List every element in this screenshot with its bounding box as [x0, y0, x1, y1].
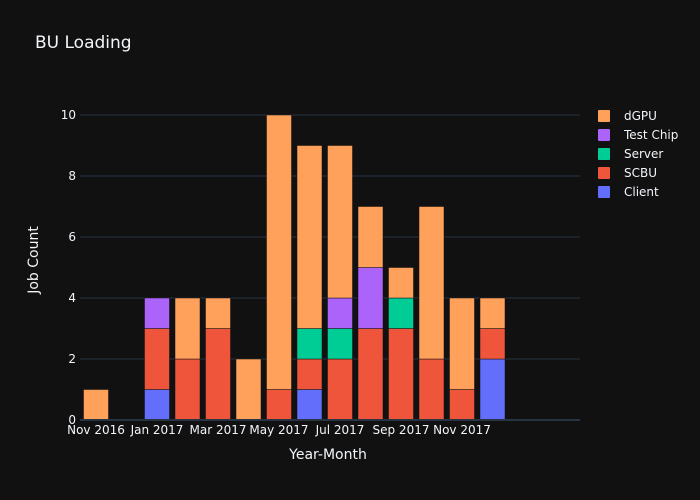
bar-segment [205, 328, 231, 421]
legend-label: dGPU [624, 108, 657, 123]
bar-segment [296, 389, 323, 421]
bar-segment [357, 206, 384, 268]
y-axis-title: Job Count [26, 226, 42, 294]
legend-item[interactable]: dGPU [598, 106, 678, 125]
x-tick-label: Sep 2017 [373, 423, 430, 437]
bar-segment [418, 358, 445, 421]
bar-segment [235, 358, 262, 421]
y-tick-label: 8 [68, 169, 76, 183]
bar-segment [296, 328, 323, 360]
bar-segment [479, 358, 506, 421]
legend-label: SCBU [624, 165, 658, 180]
legend-swatch [598, 128, 610, 141]
bar-segment [266, 114, 292, 390]
legend-swatch [598, 109, 610, 122]
y-tick-label: 6 [68, 230, 76, 244]
legend-label: Server [624, 146, 664, 161]
bar-segment [479, 328, 506, 360]
chart-title: BU Loading [35, 33, 132, 53]
legend-item[interactable]: Server [598, 144, 678, 163]
bar-segment [388, 267, 414, 299]
bar-segment [327, 145, 353, 299]
legend-label: Client [624, 184, 659, 199]
y-tick-label: 10 [61, 108, 76, 122]
x-tick-label: Mar 2017 [190, 423, 247, 437]
x-tick-label: Nov 2017 [433, 423, 491, 437]
bar-segment [388, 297, 414, 329]
legend-item[interactable]: Client [598, 182, 678, 201]
y-tick-label: 0 [68, 413, 76, 427]
bar-segment [83, 389, 109, 421]
bar-segment [144, 328, 170, 390]
bar-segment [144, 389, 170, 421]
bar-segment [174, 358, 201, 421]
y-tick-label: 4 [68, 291, 76, 305]
legend-item[interactable]: Test Chip [598, 125, 678, 144]
bar-segment [449, 389, 475, 421]
bar-segment [357, 267, 384, 329]
legend-swatch [598, 147, 610, 160]
bar-segment [418, 206, 445, 360]
y-tick-label: 2 [68, 352, 76, 366]
bar-segment [479, 297, 506, 329]
bar-segment [266, 389, 292, 421]
x-axis-title: Year-Month [289, 447, 367, 463]
bar-segment [144, 297, 170, 329]
legend-swatch [598, 166, 610, 179]
bar-segment [327, 328, 353, 360]
legend-item[interactable]: SCBU [598, 163, 678, 182]
bar-segment [388, 328, 414, 421]
bar-segment [357, 328, 384, 421]
bar-segment [296, 145, 323, 329]
legend-label: Test Chip [624, 127, 679, 142]
bar-segment [327, 297, 353, 329]
axes: 0 2 4 6 8 10 Nov 2016 Jan 2017 Mar 2017 May 2017 J… [61, 108, 580, 437]
x-tick-label: Jul 2017 [315, 423, 365, 437]
bar-segment [449, 297, 475, 390]
legend-swatch [598, 185, 610, 198]
bar-segment [205, 297, 231, 329]
bar-segment [296, 358, 323, 390]
bar-segment [174, 297, 201, 360]
x-tick-label: Nov 2016 [67, 423, 125, 437]
bars [83, 114, 506, 421]
x-tick-label: Jan 2017 [130, 423, 184, 437]
x-tick-label: May 2017 [249, 423, 308, 437]
legend: dGPU Test Chip Server SCBU Client [598, 106, 678, 201]
bar-segment [327, 358, 353, 421]
